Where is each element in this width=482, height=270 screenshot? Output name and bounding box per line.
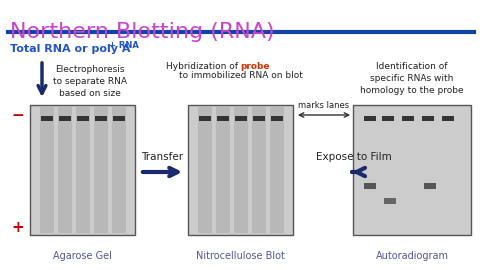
- Bar: [442, 116, 454, 121]
- Bar: [384, 198, 396, 204]
- Bar: [364, 183, 376, 189]
- Text: + RNA: + RNA: [109, 41, 139, 50]
- Text: −: −: [12, 107, 25, 123]
- Bar: [41, 116, 53, 121]
- Text: Nitrocellulose Blot: Nitrocellulose Blot: [196, 251, 285, 261]
- Bar: [270, 107, 284, 233]
- Text: Expose to Film: Expose to Film: [316, 152, 391, 162]
- Bar: [95, 116, 107, 121]
- Bar: [271, 116, 283, 121]
- Bar: [422, 116, 434, 121]
- Bar: [382, 116, 394, 121]
- Bar: [188, 105, 293, 235]
- Bar: [234, 107, 248, 233]
- Text: Northern Blotting (RNA): Northern Blotting (RNA): [10, 22, 275, 42]
- Bar: [112, 107, 126, 233]
- Text: Transfer: Transfer: [141, 152, 184, 162]
- Text: Electrophoresis
to separate RNA
based on size: Electrophoresis to separate RNA based on…: [53, 65, 127, 97]
- Text: Total RNA or poly A: Total RNA or poly A: [10, 44, 131, 54]
- Bar: [77, 116, 89, 121]
- Bar: [402, 116, 414, 121]
- Text: Hybridization of: Hybridization of: [166, 62, 241, 71]
- Bar: [113, 116, 125, 121]
- Bar: [217, 116, 229, 121]
- Text: to immobilized RNA on blot: to immobilized RNA on blot: [178, 71, 302, 80]
- Bar: [40, 107, 54, 233]
- Bar: [94, 107, 108, 233]
- Bar: [76, 107, 90, 233]
- Bar: [253, 116, 265, 121]
- Bar: [424, 183, 436, 189]
- Bar: [199, 116, 211, 121]
- Text: Identification of
specific RNAs with
homology to the probe: Identification of specific RNAs with hom…: [360, 62, 464, 94]
- Bar: [252, 107, 266, 233]
- Bar: [364, 116, 376, 121]
- Bar: [353, 105, 471, 235]
- Bar: [58, 107, 72, 233]
- Bar: [59, 116, 71, 121]
- Text: Autoradiogram: Autoradiogram: [375, 251, 448, 261]
- Bar: [198, 107, 212, 233]
- Text: probe: probe: [241, 62, 270, 71]
- Bar: [235, 116, 247, 121]
- Bar: [30, 105, 135, 235]
- Text: marks lanes: marks lanes: [298, 101, 349, 110]
- Text: Agarose Gel: Agarose Gel: [53, 251, 112, 261]
- Text: +: +: [12, 220, 25, 235]
- Bar: [216, 107, 230, 233]
